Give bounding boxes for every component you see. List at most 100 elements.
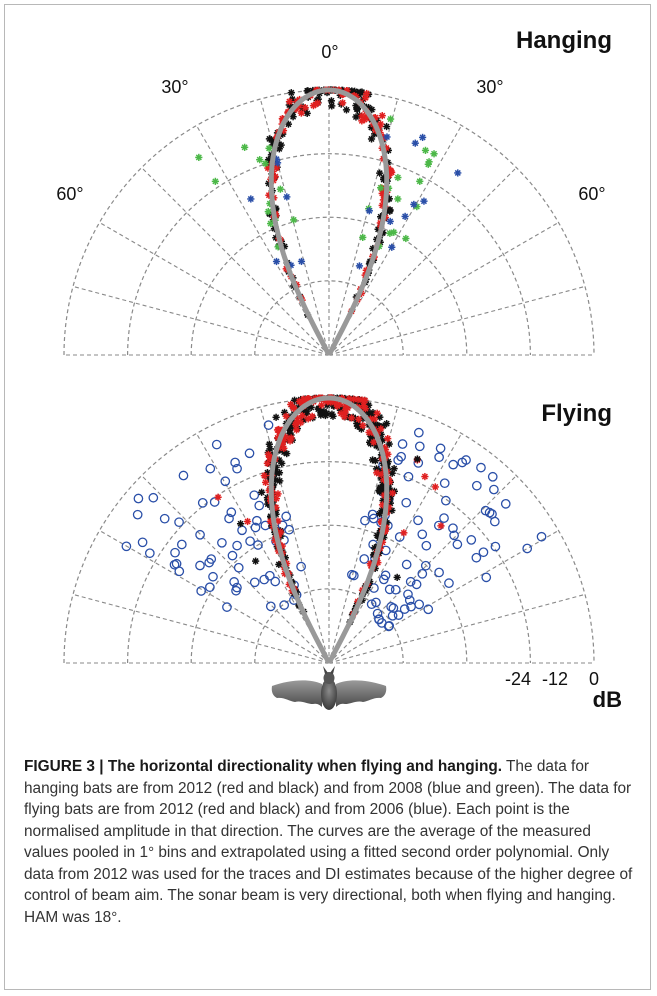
data-point-blue-circle — [178, 470, 189, 481]
data-point-blue-circle — [490, 541, 501, 552]
data-point-blue-circle — [230, 457, 240, 468]
data-point-blue-circle — [403, 589, 413, 600]
data-point-black — [390, 465, 398, 473]
data-point-blue-circle — [224, 513, 234, 524]
grid-ring-0 — [254, 280, 404, 356]
grid-spoke — [328, 98, 399, 356]
data-point-red — [260, 472, 268, 480]
data-point-blue-circle — [466, 535, 477, 545]
data-point-blue-circle — [231, 585, 241, 596]
data-point-blue-circle — [500, 499, 511, 509]
grid-spoke — [72, 593, 330, 664]
grid-ring-1 — [190, 216, 468, 356]
data-point-blue-circle — [220, 476, 231, 487]
data-point-blue-circle — [195, 560, 205, 571]
db-unit-label: dB — [593, 687, 622, 712]
db-tick-minus-12: -12 — [542, 669, 568, 689]
data-point-blue — [420, 197, 428, 205]
data-point-red — [297, 109, 305, 117]
data-point-blue-circle — [393, 610, 404, 620]
data-point-blue-circle — [386, 601, 396, 612]
data-point-red — [437, 522, 445, 530]
data-point-blue-circle — [279, 600, 290, 610]
data-point-green — [265, 144, 273, 152]
data-point-black — [303, 109, 311, 117]
data-point-blue-circle — [249, 577, 260, 588]
data-point-red — [292, 426, 301, 434]
data-point-blue-circle — [249, 490, 260, 501]
data-point-blue-circle — [133, 493, 144, 504]
data-point-blue-circle — [229, 577, 239, 587]
data-point-blue-circle — [205, 582, 215, 593]
data-point-blue-circle — [369, 583, 379, 593]
data-point-red — [388, 168, 396, 177]
data-point-black — [236, 520, 245, 528]
data-point-blue-circle — [439, 478, 450, 489]
data-point-red — [373, 409, 381, 417]
data-point-blue — [272, 257, 281, 266]
data-point-black — [252, 557, 260, 565]
grid-ring-0 — [254, 588, 404, 664]
data-point-blue — [419, 133, 427, 142]
data-point-blue-circle — [476, 462, 486, 473]
data-point-blue-circle — [394, 532, 405, 542]
data-point-blue-circle — [434, 567, 444, 578]
data-point-red — [243, 517, 252, 526]
data-point-blue-circle — [144, 548, 155, 559]
data-point-blue-circle — [204, 557, 215, 568]
data-point-red — [274, 490, 282, 498]
data-points-flying — [121, 394, 547, 632]
data-point-red — [312, 100, 320, 108]
data-point-blue-circle — [259, 574, 270, 585]
data-point-green — [402, 234, 410, 243]
data-point-blue-circle — [359, 554, 370, 564]
data-point-black — [371, 457, 379, 465]
data-point-green — [377, 184, 385, 192]
data-point-blue-circle — [536, 531, 547, 542]
data-point-green — [386, 115, 395, 123]
caption-title: FIGURE 3 | The horizontal directionality… — [24, 758, 503, 775]
data-point-red — [340, 413, 348, 421]
data-point-red — [275, 425, 283, 434]
angle-label-30-left: 30° — [161, 77, 188, 97]
data-point-blue-circle — [413, 427, 424, 438]
data-point-green — [276, 185, 284, 193]
data-point-green — [264, 207, 272, 216]
data-point-blue-circle — [121, 541, 132, 552]
data-point-blue-circle — [208, 571, 218, 582]
data-point-blue-circle — [399, 604, 410, 614]
data-point-blue-circle — [471, 480, 482, 491]
grid-spoke — [141, 167, 330, 356]
data-point-green — [421, 146, 430, 154]
data-point-black — [320, 407, 328, 416]
figure-frame — [4, 4, 651, 990]
data-point-blue-circle — [197, 497, 208, 508]
data-point-black — [272, 413, 280, 421]
data-point-red — [339, 99, 347, 107]
data-point-blue-circle — [217, 537, 227, 548]
degree-symbol-1: ° — [148, 844, 155, 861]
data-point-black — [258, 488, 266, 496]
data-point-blue-circle — [174, 566, 185, 577]
data-point-blue-circle — [487, 471, 498, 482]
data-point-black — [393, 573, 401, 581]
data-point-green — [290, 216, 298, 224]
data-point-blue-circle — [405, 576, 416, 587]
db-tick-minus-24: -24 — [505, 669, 531, 689]
data-point-blue-circle — [388, 603, 399, 613]
data-point-blue-circle — [423, 604, 434, 615]
data-point-blue-circle — [170, 547, 180, 558]
data-point-blue-circle — [284, 524, 294, 535]
data-point-black — [353, 104, 361, 113]
data-point-blue-circle — [368, 513, 379, 524]
data-point-blue-circle — [169, 559, 180, 570]
data-point-green — [394, 195, 402, 203]
db-tick-0: 0 — [589, 669, 599, 689]
data-point-blue-circle — [347, 569, 357, 580]
grid-ring-2 — [127, 461, 531, 664]
data-point-red — [292, 420, 300, 429]
data-point-blue-circle — [148, 492, 159, 503]
data-point-green — [256, 156, 264, 164]
data-point-blue-circle — [452, 539, 463, 550]
data-point-blue-circle — [449, 530, 459, 541]
